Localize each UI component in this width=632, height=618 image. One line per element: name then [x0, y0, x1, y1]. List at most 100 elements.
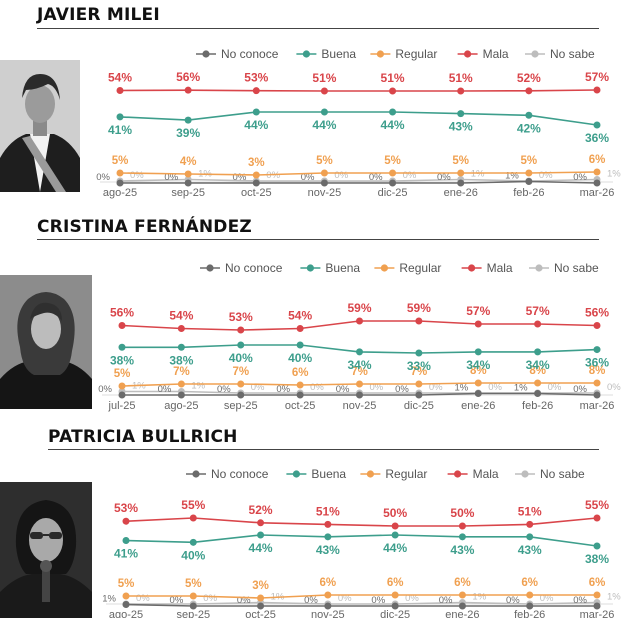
series-buena: 41% 40% 44% 43% 44% 43% 43% 38%: [114, 531, 609, 566]
data-label: 6%: [292, 367, 309, 379]
data-point: [122, 601, 130, 608]
data-point: [526, 533, 534, 541]
data-label: 1%: [514, 383, 528, 394]
data-point: [118, 322, 126, 329]
legend-item-no_conoce: No conoce: [200, 261, 283, 275]
data-label: 1%: [505, 171, 519, 182]
data-point: [177, 343, 185, 351]
data-label: 4%: [180, 156, 197, 168]
data-point: [257, 531, 265, 539]
legend-marker: [454, 470, 462, 478]
legend-item-regular: Regular: [360, 467, 427, 481]
data-label: 3%: [248, 157, 265, 169]
series-buena: 41% 39% 44% 44% 44% 43% 42% 36%: [108, 108, 609, 145]
legend-item-no_conoce: No conoce: [186, 467, 269, 481]
legend-marker: [302, 50, 310, 58]
data-label: 56%: [585, 306, 609, 320]
x-tick-label: ago-25: [109, 609, 143, 618]
data-label: 43%: [450, 543, 474, 557]
data-point: [457, 110, 465, 118]
series-line: [120, 180, 598, 184]
data-label: 0%: [96, 172, 110, 183]
legend-label: Regular: [385, 467, 427, 481]
data-label: 50%: [450, 506, 474, 520]
data-label: 1%: [472, 592, 486, 603]
data-point: [593, 86, 601, 94]
data-label: 0%: [371, 595, 385, 606]
data-point: [457, 87, 465, 95]
data-label: 54%: [288, 309, 312, 323]
data-label: 44%: [249, 541, 273, 555]
data-label: 0%: [276, 384, 290, 395]
data-label: 0%: [539, 170, 553, 181]
x-tick-label: oct-25: [245, 609, 276, 618]
data-label: 5%: [112, 155, 129, 167]
data-point: [320, 179, 328, 187]
data-point: [189, 538, 197, 546]
data-label: 0%: [98, 384, 112, 395]
data-label: 56%: [176, 70, 200, 84]
x-tick-label: mar-26: [580, 609, 615, 618]
data-label: 0%: [370, 382, 384, 393]
data-label: 0%: [203, 593, 217, 604]
data-point: [525, 169, 533, 177]
series-mala: 53% 55% 52% 51% 50% 50% 51% 55%: [114, 498, 609, 530]
chart-title: PATRICIA BULLRICH: [48, 427, 238, 447]
data-label: 7%: [173, 366, 190, 378]
data-label: 53%: [244, 71, 268, 85]
data-label: 1%: [607, 169, 621, 180]
legend-item-buena: Buena: [296, 47, 356, 61]
data-point: [389, 179, 397, 187]
data-point: [252, 108, 260, 116]
data-label: 0%: [136, 593, 150, 604]
data-point: [122, 592, 130, 600]
data-point: [458, 533, 466, 541]
data-label: 51%: [312, 71, 336, 85]
data-label: 42%: [517, 121, 541, 135]
data-label: 0%: [233, 172, 247, 183]
data-label: 44%: [244, 118, 268, 132]
x-tick-label: jul-25: [108, 400, 136, 412]
data-label: 0%: [336, 384, 350, 395]
data-label: 57%: [526, 304, 550, 318]
data-label: 0%: [158, 384, 172, 395]
data-label: 6%: [589, 154, 606, 166]
data-label: 0%: [217, 384, 231, 395]
legend-label: No conoce: [211, 467, 269, 481]
data-point: [184, 170, 192, 178]
data-label: 0%: [266, 170, 280, 181]
x-tick-label: nov-25: [308, 187, 342, 199]
legend-item-buena: Buena: [300, 261, 360, 275]
legend-item-no_conoce: No conoce: [196, 47, 279, 61]
series-mala: 56% 54% 53% 54% 59% 59% 57% 57% 56%: [110, 301, 609, 334]
data-label: 0%: [548, 382, 562, 393]
legend-marker: [202, 50, 210, 58]
data-point: [525, 111, 533, 119]
data-label: 1%: [607, 592, 621, 603]
data-label: 54%: [108, 71, 132, 85]
legend-marker: [376, 50, 384, 58]
data-label: 8%: [470, 365, 487, 377]
data-point: [237, 391, 245, 399]
data-label: 55%: [181, 498, 205, 512]
legend-label: Buena: [325, 261, 360, 275]
data-point: [122, 537, 130, 544]
data-label: 0%: [607, 382, 621, 393]
data-point: [177, 380, 185, 388]
legend-item-mala: Mala: [461, 261, 513, 275]
data-label: 54%: [169, 309, 193, 323]
data-point: [525, 178, 533, 185]
line-chart: No conoce Buena Regular Mala No sabe ago-25 se…: [96, 47, 621, 199]
data-point: [593, 168, 601, 176]
x-tick-label: ago-25: [103, 187, 137, 199]
data-point: [324, 591, 332, 599]
x-tick-label: sep-25: [176, 609, 210, 618]
data-label: 50%: [383, 506, 407, 520]
data-point: [118, 391, 126, 399]
data-label: 1%: [102, 594, 116, 605]
legend-label: Mala: [487, 261, 513, 275]
legend-label: No sabe: [554, 261, 599, 275]
data-point: [389, 108, 397, 116]
data-point: [356, 317, 363, 325]
title-underline: [37, 28, 599, 29]
